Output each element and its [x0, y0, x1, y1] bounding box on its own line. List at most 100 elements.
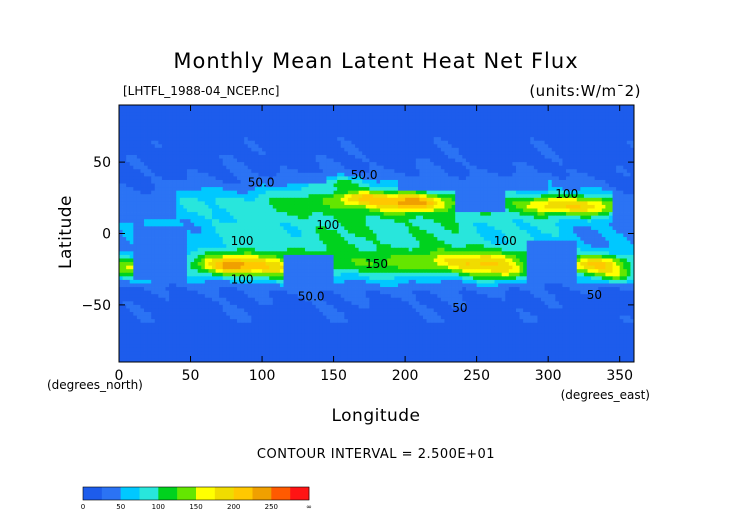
flux-cell	[140, 176, 145, 181]
flux-cell	[515, 147, 520, 152]
flux-cell	[269, 137, 274, 142]
flux-cell	[526, 151, 531, 156]
flux-cell	[508, 172, 513, 177]
flux-cell	[330, 165, 334, 170]
flux-cell	[440, 108, 445, 113]
flux-cell	[612, 194, 617, 199]
flux-cell	[548, 183, 553, 188]
flux-cell	[344, 126, 349, 131]
flux-cell	[290, 215, 295, 220]
flux-cell	[591, 172, 596, 177]
flux-cell	[151, 219, 156, 224]
flux-cell	[498, 201, 503, 206]
flux-cell	[630, 172, 634, 177]
flux-cell	[483, 140, 488, 145]
flux-cell	[204, 165, 209, 170]
flux-cell	[215, 144, 220, 149]
flux-cell	[347, 176, 352, 181]
flux-cell	[612, 204, 617, 209]
flux-cell	[376, 222, 381, 227]
flux-cell	[197, 158, 202, 163]
flux-cell	[126, 201, 131, 206]
flux-cell	[179, 194, 184, 199]
flux-cell	[326, 129, 331, 134]
flux-cell	[455, 105, 460, 109]
flux-cell	[161, 137, 166, 142]
flux-cell	[494, 176, 499, 181]
flux-cell	[390, 176, 395, 181]
flux-cell	[355, 172, 360, 177]
flux-cell	[169, 162, 174, 167]
flux-cell	[204, 176, 209, 181]
flux-cell	[251, 187, 256, 192]
flux-cell	[229, 226, 234, 231]
flux-cell	[365, 154, 370, 159]
flux-cell	[444, 151, 449, 156]
flux-cell	[548, 176, 553, 181]
flux-cell	[537, 179, 542, 184]
flux-cell	[462, 158, 467, 163]
flux-cell	[455, 165, 460, 170]
flux-cell	[448, 204, 453, 209]
flux-cell	[526, 140, 531, 145]
flux-cell	[183, 133, 188, 138]
flux-cell	[347, 226, 352, 231]
flux-cell	[201, 140, 206, 145]
flux-cell	[176, 222, 181, 227]
flux-cell	[548, 187, 553, 192]
flux-cell	[616, 165, 621, 170]
flux-cell	[169, 222, 174, 227]
flux-cell	[458, 197, 463, 202]
flux-cell	[362, 133, 367, 138]
flux-cell	[623, 197, 628, 202]
flux-cell	[505, 147, 510, 152]
flux-cell	[147, 179, 152, 184]
flux-cell	[287, 179, 292, 184]
flux-cell	[240, 154, 245, 159]
flux-cell	[237, 190, 241, 195]
flux-cell	[544, 112, 549, 117]
flux-cell	[322, 187, 327, 192]
flux-cell	[194, 179, 199, 184]
flux-cell	[551, 219, 556, 224]
flux-cell	[523, 158, 528, 163]
flux-cell	[437, 133, 442, 138]
flux-cell	[487, 219, 492, 224]
flux-cell	[172, 187, 177, 192]
flux-cell	[208, 215, 213, 220]
flux-cell	[201, 119, 206, 124]
flux-cell	[122, 140, 127, 145]
flux-cell	[297, 144, 302, 149]
flux-cell	[465, 194, 470, 199]
flux-cell	[122, 112, 127, 117]
flux-cell	[265, 115, 270, 120]
flux-cell	[272, 137, 277, 142]
flux-cell	[287, 154, 292, 159]
flux-cell	[605, 212, 610, 217]
flux-cell	[415, 140, 420, 145]
flux-cell	[501, 137, 506, 142]
flux-cell	[401, 219, 406, 224]
flux-cell	[358, 126, 363, 131]
flux-cell	[390, 204, 395, 209]
flux-cell	[623, 158, 628, 163]
flux-cell	[598, 158, 603, 163]
flux-cell	[376, 154, 381, 159]
flux-cell	[358, 122, 363, 127]
flux-cell	[304, 108, 309, 113]
flux-cell	[290, 133, 295, 138]
flux-cell	[412, 197, 417, 202]
flux-cell	[480, 183, 485, 188]
flux-cell	[240, 140, 245, 145]
flux-cell	[283, 115, 288, 120]
flux-cell	[390, 108, 395, 113]
flux-cell	[480, 162, 485, 167]
flux-cell	[290, 194, 295, 199]
flux-cell	[380, 126, 385, 131]
flux-cell	[397, 201, 402, 206]
flux-cell	[190, 108, 195, 113]
flux-cell	[626, 158, 631, 163]
flux-cell	[591, 122, 596, 127]
flux-cell	[294, 140, 299, 145]
flux-cell	[319, 201, 324, 206]
